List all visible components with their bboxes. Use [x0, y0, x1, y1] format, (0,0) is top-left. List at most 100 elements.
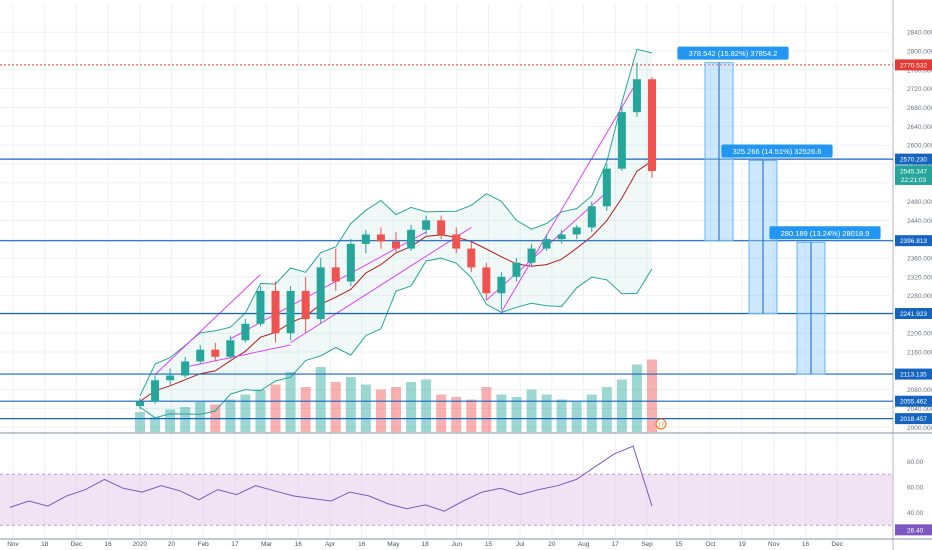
time-tick-label: Dec: [71, 541, 83, 548]
candle-body: [301, 290, 310, 320]
volume-bar: [135, 412, 145, 432]
price-tick-label: 2000.000: [907, 425, 932, 432]
date-badge-circle[interactable]: [655, 418, 667, 430]
volume-bar: [496, 394, 507, 432]
price-tick-label: 2640.000: [907, 124, 932, 131]
price-tick-label: 2080.000: [907, 387, 932, 394]
rsi-pane: [0, 473, 893, 526]
trend-line: [500, 81, 638, 313]
candlestick-series: [136, 62, 656, 410]
candle-body: [271, 290, 280, 334]
volume-bar: [421, 379, 432, 432]
candle-body: [392, 241, 400, 249]
time-tick-label: May: [387, 541, 400, 548]
volume-bar: [647, 359, 657, 432]
volume-bar: [406, 382, 417, 432]
candle-body: [512, 262, 521, 277]
candle-body: [422, 220, 431, 230]
time-tick-label: 16: [295, 541, 303, 548]
candle-body: [151, 380, 160, 402]
volume-bar: [451, 397, 462, 432]
measure-label-bg: [677, 46, 789, 60]
candle-body: [286, 290, 295, 334]
price-tick-label: 2360.000: [907, 255, 932, 262]
measure-label: 280.189 (13.24%) 28018.9: [781, 229, 870, 238]
measure-label: 325.266 (14.51%) 32526.6: [733, 147, 822, 156]
candle-body: [632, 79, 641, 113]
time-tick-label: Sep: [641, 541, 653, 548]
volume-bar: [436, 394, 447, 432]
candle-body: [407, 229, 416, 249]
candle-body: [452, 234, 461, 249]
volume-bar: [375, 389, 386, 432]
price-badges: 2770.532 2570.230 2545.347 22:21:03 2396.813…: [895, 59, 932, 425]
time-tick-label: Dec: [831, 541, 843, 548]
time-tick-label: 2020: [133, 541, 148, 548]
price-badge-label: 22:21:03: [901, 177, 927, 184]
volume-bar: [616, 379, 627, 432]
price-tick-label: 2440.000: [907, 218, 932, 225]
time-tick-label: 16: [104, 541, 112, 548]
price-tick-label: 2200.000: [907, 331, 932, 338]
candle-body: [256, 290, 265, 324]
volume-bar: [330, 382, 341, 432]
time-tick-label: Apr: [325, 541, 336, 548]
rsi-badge: [895, 524, 932, 536]
candle-body: [241, 323, 250, 341]
rsi-axis: 80.00 60.00 40.00 26.40: [895, 459, 932, 536]
volume-bar: [165, 409, 176, 432]
volume-bar: [466, 399, 477, 432]
time-tick-label: 20: [168, 541, 176, 548]
candle-body: [467, 248, 476, 268]
candle-body: [346, 243, 355, 282]
price-tick-label: 2280.000: [907, 293, 932, 300]
volume-bar: [270, 384, 281, 432]
time-tick-label: 20: [548, 541, 556, 548]
price-badge: [895, 153, 932, 165]
volume-bar: [526, 389, 537, 432]
time-tick-label: 15: [485, 541, 493, 548]
volume-bar: [631, 364, 642, 432]
candle-body: [196, 349, 205, 362]
price-badge: [895, 59, 932, 71]
price-tick-label: 2840.000: [907, 30, 932, 37]
candle-body: [211, 349, 220, 357]
time-tick-label: 18: [41, 541, 49, 548]
time-tick-label: 17: [231, 541, 239, 548]
measure-label-bg: [721, 144, 833, 158]
price-badge: [895, 308, 932, 320]
measure-label-bg: [769, 226, 881, 240]
candle-body: [226, 340, 235, 357]
price-badge: [895, 368, 932, 380]
volume-bar: [300, 387, 311, 432]
time-tick-label: 16: [802, 541, 810, 548]
rsi-tick-label: 26.40: [907, 527, 924, 534]
price-badge-label: 2570.230: [900, 157, 927, 164]
current-date-badge: 17: [655, 418, 667, 430]
volume-bar: [255, 389, 266, 432]
candle-body: [497, 276, 506, 294]
volume-bar: [180, 407, 191, 432]
price-badge-label: 2396.813: [900, 238, 927, 245]
price-badge: [895, 413, 932, 425]
candle-body: [316, 267, 325, 320]
price-badge-label: 2241.923: [900, 311, 927, 318]
volume-bar: [556, 399, 567, 432]
time-tick-label: Feb: [198, 541, 210, 548]
price-badge-label: 2545.347: [900, 168, 927, 175]
rsi-tick-label: 60.00: [907, 485, 924, 492]
time-tick-label: 18: [421, 541, 429, 548]
price-badge: [895, 235, 932, 247]
volume-bar: [586, 394, 597, 432]
price-range-measures: 378.542 (15.82%) 37854.2 325.266 (14.51%)…: [677, 46, 881, 375]
volume-bar: [601, 387, 612, 432]
candle-body: [557, 234, 566, 240]
volume-bar: [195, 402, 206, 432]
price-badge-label: 2018.457: [900, 416, 927, 423]
candle-body: [437, 220, 446, 235]
volume-bar: [225, 399, 236, 432]
time-tick-label: Aug: [578, 541, 590, 548]
price-badge: [895, 165, 932, 177]
candle-body: [136, 401, 144, 407]
